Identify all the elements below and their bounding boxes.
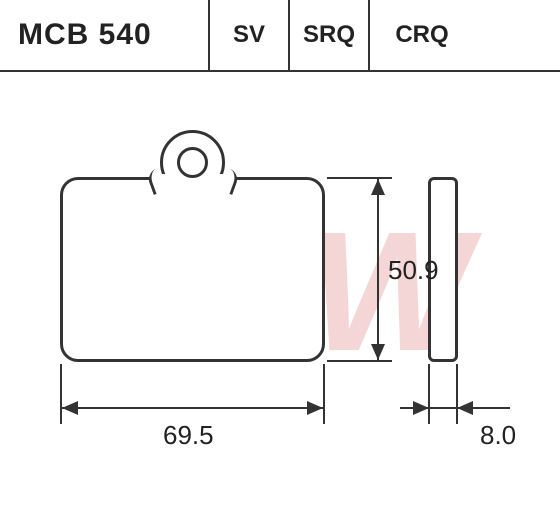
dim-thickness-ext-left — [428, 364, 430, 424]
dim-width-arrow-right — [307, 401, 323, 415]
dim-width-ext-right — [323, 364, 325, 424]
dim-width-line — [62, 407, 323, 409]
dim-width-value: 69.5 — [163, 420, 214, 451]
dim-thickness-arrow-right — [457, 401, 473, 415]
dim-height-line — [377, 179, 379, 360]
pad-mounting-hole — [177, 147, 208, 178]
dim-thickness-arrow-left — [413, 401, 429, 415]
dim-width-arrow-left — [62, 401, 78, 415]
header-fill — [474, 0, 560, 70]
dim-thickness-ext-right — [456, 364, 458, 424]
variant-sv: SV — [210, 0, 290, 70]
dim-height-arrow-bottom — [371, 344, 385, 360]
dim-thickness-value: 8.0 — [480, 420, 516, 451]
dim-height-value: 50.9 — [388, 255, 439, 286]
variant-srq: SRQ — [290, 0, 370, 70]
variant-crq: CRQ — [370, 0, 474, 70]
technical-diagram: TRW 69.5 50.9 8.0 — [0, 72, 560, 511]
product-code: MCB 540 — [0, 0, 210, 70]
header-row: MCB 540 SV SRQ CRQ — [0, 0, 560, 72]
dim-height-arrow-top — [371, 179, 385, 195]
dim-width-ext-left — [60, 364, 62, 424]
pad-body-outline — [60, 177, 325, 362]
dim-height-ext-bottom — [327, 360, 392, 362]
